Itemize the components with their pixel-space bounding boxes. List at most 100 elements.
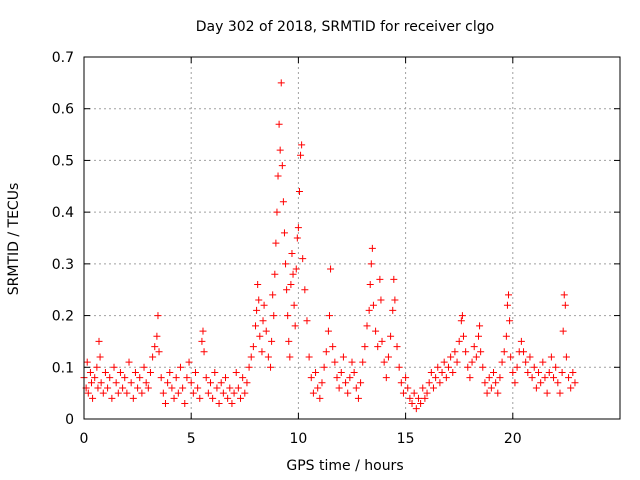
- data-point: [305, 353, 313, 361]
- data-point: [260, 301, 268, 309]
- data-point: [288, 250, 296, 258]
- data-point: [309, 389, 317, 397]
- data-point: [397, 379, 405, 387]
- data-point: [458, 312, 466, 320]
- data-point: [268, 337, 276, 345]
- data-point: [253, 306, 261, 314]
- data-point: [174, 389, 182, 397]
- data-point: [232, 368, 240, 376]
- data-point: [408, 399, 416, 407]
- data-point: [86, 368, 94, 376]
- data-point: [406, 394, 414, 402]
- data-point: [294, 224, 302, 232]
- data-point: [228, 399, 236, 407]
- data-point: [502, 332, 510, 340]
- y-tick-label: 0.5: [52, 153, 74, 169]
- data-point: [149, 353, 157, 361]
- data-point: [95, 337, 103, 345]
- data-point: [361, 343, 369, 351]
- data-point: [278, 162, 286, 170]
- data-point: [556, 389, 564, 397]
- x-tick-label: 15: [397, 431, 415, 447]
- data-point: [320, 363, 328, 371]
- data-point: [259, 317, 267, 325]
- data-point: [274, 172, 282, 180]
- data-point: [189, 389, 197, 397]
- data-point: [561, 301, 569, 309]
- data-point: [390, 275, 398, 283]
- data-point: [271, 270, 279, 278]
- data-point: [494, 389, 502, 397]
- data-point: [562, 353, 570, 361]
- data-point: [284, 312, 292, 320]
- data-point: [485, 374, 493, 382]
- data-point: [252, 322, 260, 330]
- data-point: [324, 327, 332, 335]
- data-point: [350, 368, 358, 376]
- data-point: [366, 281, 374, 289]
- data-point: [453, 358, 461, 366]
- data-point: [183, 374, 191, 382]
- data-point: [276, 146, 284, 154]
- data-point: [537, 379, 545, 387]
- data-point: [295, 187, 303, 195]
- data-point: [571, 379, 579, 387]
- data-point: [267, 363, 275, 371]
- data-point: [477, 348, 485, 356]
- data-point: [222, 374, 230, 382]
- data-point: [559, 327, 567, 335]
- data-point: [490, 368, 498, 376]
- plot-frame: [83, 56, 621, 420]
- data-point: [517, 337, 525, 345]
- y-tick-label: 0.1: [52, 360, 74, 376]
- data-point: [541, 374, 549, 382]
- data-point: [558, 368, 566, 376]
- data-point: [474, 332, 482, 340]
- data-point: [110, 363, 118, 371]
- data-point: [492, 379, 500, 387]
- data-point: [275, 120, 283, 128]
- data-point: [312, 368, 320, 376]
- data-point: [506, 317, 514, 325]
- data-point: [234, 384, 242, 392]
- data-point: [94, 384, 102, 392]
- data-point: [247, 353, 255, 361]
- data-point: [97, 379, 105, 387]
- data-point: [191, 368, 199, 376]
- data-point: [487, 384, 495, 392]
- y-tick-label: 0.6: [52, 102, 74, 118]
- data-point: [114, 389, 122, 397]
- data-point: [530, 363, 538, 371]
- data-point: [176, 363, 184, 371]
- data-point: [123, 389, 131, 397]
- data-point: [283, 286, 291, 294]
- data-point: [412, 405, 420, 413]
- data-point: [325, 312, 333, 320]
- data-point: [270, 312, 278, 320]
- data-point: [503, 301, 511, 309]
- data-point: [204, 389, 212, 397]
- data-point: [468, 358, 476, 366]
- data-point: [455, 337, 463, 345]
- data-point: [567, 384, 575, 392]
- data-point: [395, 363, 403, 371]
- x-tick-label: 20: [504, 431, 522, 447]
- data-point: [153, 332, 161, 340]
- data-point: [298, 141, 306, 149]
- data-point: [410, 389, 418, 397]
- data-point: [264, 353, 272, 361]
- data-point: [434, 363, 442, 371]
- data-point: [457, 317, 465, 325]
- data-point: [224, 394, 232, 402]
- data-point: [524, 368, 532, 376]
- data-point: [331, 358, 339, 366]
- data-point: [316, 394, 324, 402]
- data-point: [303, 317, 311, 325]
- data-point: [119, 384, 127, 392]
- data-point: [287, 281, 295, 289]
- data-point: [322, 348, 330, 356]
- y-tick-label: 0.7: [52, 50, 74, 66]
- data-point: [239, 374, 247, 382]
- data-point: [421, 394, 429, 402]
